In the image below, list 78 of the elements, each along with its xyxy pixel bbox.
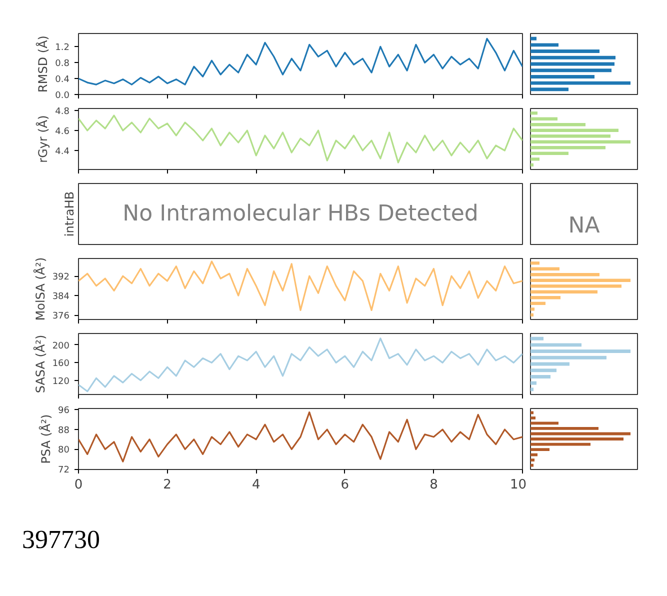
- y-tick-label: 72: [58, 466, 70, 476]
- bar: [530, 88, 568, 92]
- bar: [530, 123, 586, 126]
- bar: [530, 158, 540, 161]
- bar: [530, 163, 534, 166]
- x-tick-label: 8: [430, 478, 438, 492]
- bar: [530, 290, 598, 294]
- text: No Intramolecular HBs Detected: [122, 202, 478, 226]
- y-tick-label: 200: [52, 341, 70, 352]
- y-tick-label: 80: [58, 446, 70, 456]
- line-series: [78, 260, 522, 312]
- y-tick-label: 120: [52, 376, 70, 387]
- y-tick-label: 392: [52, 272, 70, 283]
- bar: [530, 438, 624, 440]
- bar: [530, 458, 534, 462]
- y-axis-title: PSA (Å²): [38, 414, 54, 464]
- y-axis-title: MolSA (Å²): [32, 257, 48, 321]
- bar: [530, 74, 594, 78]
- bar: [530, 36, 536, 40]
- bar: [530, 313, 534, 316]
- text: 397730: [22, 524, 100, 556]
- line-series: [78, 338, 522, 392]
- y-tick-label: 384: [52, 292, 70, 302]
- x-tick-label: 2: [163, 478, 172, 492]
- text: NA: [568, 214, 600, 239]
- line-series: [78, 411, 522, 462]
- bar: [530, 140, 630, 144]
- y-tick-label: 0.8: [55, 59, 70, 70]
- bar: [530, 50, 600, 54]
- y-axis-title: RMSD (Å): [35, 36, 50, 92]
- bar: [530, 112, 538, 115]
- x-tick-label: 6: [340, 478, 350, 492]
- bar: [530, 56, 616, 60]
- bar: [530, 152, 568, 155]
- bar: [530, 117, 558, 120]
- y-axis-title: SASA (Å²): [32, 334, 48, 394]
- y-axis-title: rGyr (Å): [35, 115, 50, 163]
- bar: [530, 350, 630, 354]
- line-series: [78, 114, 522, 164]
- y-tick-label: 4.6: [55, 127, 70, 137]
- bar: [530, 278, 630, 282]
- y-tick-label: 0.0: [55, 91, 70, 101]
- y-tick-label: 96: [58, 406, 70, 416]
- bar: [530, 374, 550, 378]
- y-tick-label: 376: [52, 312, 70, 322]
- y-tick-label: 160: [52, 359, 70, 370]
- bar: [530, 146, 606, 150]
- bar: [530, 43, 558, 47]
- y-tick-label: 1.2: [55, 43, 70, 54]
- bar: [530, 343, 582, 347]
- y-tick-label: 4.8: [55, 107, 70, 117]
- bar: [530, 273, 600, 276]
- bar: [530, 356, 606, 360]
- bar: [530, 302, 546, 305]
- x-tick-label: 0: [74, 478, 83, 492]
- y-tick-label: 0.4: [55, 75, 70, 86]
- bar: [530, 448, 550, 451]
- bar: [530, 388, 534, 392]
- text: intraHB: [62, 191, 76, 237]
- y-tick-label: 4.4: [55, 147, 70, 157]
- x-tick-label: 4: [252, 478, 260, 492]
- bar: [530, 262, 540, 265]
- line-series: [78, 38, 522, 86]
- bar: [530, 128, 618, 132]
- bar: [530, 134, 610, 138]
- bar: [530, 336, 544, 340]
- x-tick-label: 10: [510, 478, 527, 492]
- bar: [530, 284, 622, 288]
- y-tick-label: 88: [58, 426, 70, 436]
- bar: [530, 368, 556, 372]
- bar: [530, 416, 536, 420]
- bar: [530, 308, 534, 311]
- bar: [530, 381, 536, 385]
- bar: [530, 296, 560, 300]
- bar: [530, 81, 630, 85]
- bar: [530, 427, 598, 430]
- bar: [530, 267, 560, 270]
- bar: [530, 68, 612, 72]
